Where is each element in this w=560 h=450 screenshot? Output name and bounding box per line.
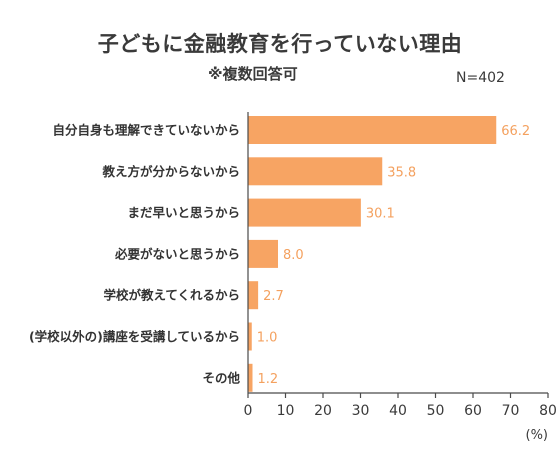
x-tick-label: 20 xyxy=(314,403,332,419)
x-tick-label: 60 xyxy=(464,403,482,419)
category-label: 教え方が分からないから xyxy=(101,164,240,179)
x-tick-label: 70 xyxy=(502,403,520,419)
x-tick-label: 30 xyxy=(352,403,370,419)
category-label: 必要がないと思うから xyxy=(114,246,240,261)
x-tick-label: 80 xyxy=(539,403,557,419)
category-label: その他 xyxy=(202,370,240,385)
bar xyxy=(248,198,361,227)
value-label: 66.2 xyxy=(501,124,530,139)
value-label: 2.7 xyxy=(263,289,284,304)
x-tick-label: 50 xyxy=(427,403,445,419)
bar xyxy=(248,116,497,144)
x-axis-unit: (%) xyxy=(526,428,549,443)
bar xyxy=(248,322,252,351)
x-tick-label: 0 xyxy=(244,403,253,419)
chart-subtitle: ※複数回答可 xyxy=(208,65,298,83)
x-tick-label: 10 xyxy=(277,403,295,419)
bar xyxy=(248,239,278,268)
x-tick-label: 40 xyxy=(389,403,407,419)
bar xyxy=(248,281,259,310)
bar xyxy=(248,157,383,186)
value-label: 1.0 xyxy=(257,331,278,346)
category-label: 学校が教えてくれるから xyxy=(103,288,240,303)
category-label: まだ早いと思うから xyxy=(127,205,240,220)
value-label: 8.0 xyxy=(283,248,304,263)
bar xyxy=(248,363,253,392)
value-label: 1.2 xyxy=(258,372,279,387)
value-label: 30.1 xyxy=(366,207,395,222)
category-label: 自分自身も理解できていないから xyxy=(52,123,240,138)
value-label: 35.8 xyxy=(387,165,416,180)
sample-size-label: N=402 xyxy=(456,70,505,86)
category-label: (学校以外の)講座を受講しているから xyxy=(29,329,240,344)
chart-title: 子どもに金融教育を行っていない理由 xyxy=(97,32,463,56)
